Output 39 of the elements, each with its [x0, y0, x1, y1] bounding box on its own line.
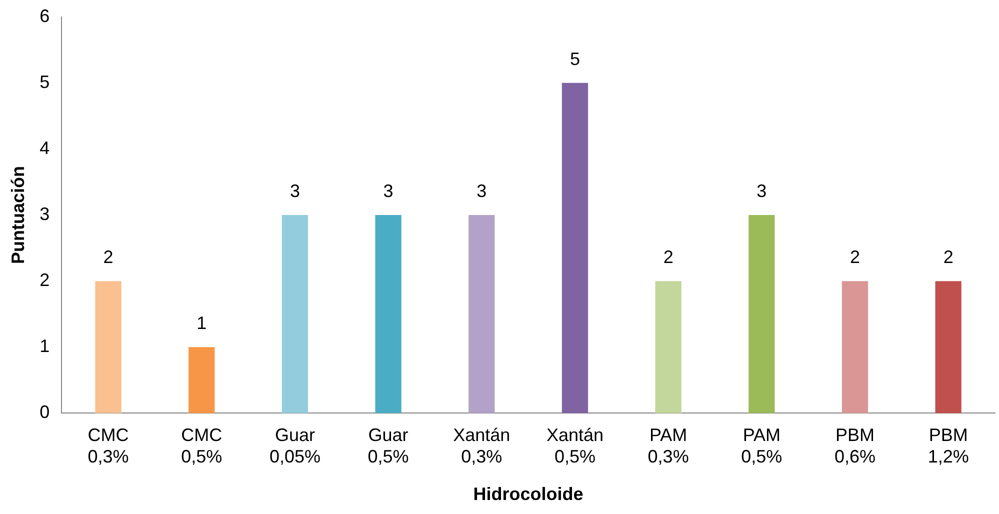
- bar: [95, 281, 122, 414]
- bar: [748, 215, 775, 414]
- data-label: 1: [196, 313, 207, 334]
- y-axis-title: Puntuación: [8, 166, 28, 264]
- x-tick-label: Guar 0,05%: [269, 424, 320, 467]
- x-axis-title: Hidrocoloide: [473, 484, 584, 504]
- data-label: 2: [943, 247, 954, 268]
- y-tick-label: 5: [40, 72, 50, 92]
- y-tick-label: 0: [40, 402, 50, 422]
- x-tick-label: PBM 0,6%: [834, 424, 876, 467]
- x-tick-label: Xantán 0,3%: [453, 424, 510, 467]
- bar: [935, 281, 962, 414]
- data-label: 5: [570, 48, 580, 69]
- data-label: 3: [290, 180, 300, 201]
- data-label: 3: [383, 180, 394, 201]
- bar: [842, 281, 868, 414]
- y-tick-label: 2: [40, 270, 50, 290]
- y-tick-label: 4: [40, 138, 50, 158]
- x-tick-label: PAM 0,5%: [741, 424, 782, 467]
- y-tick-label: 3: [40, 204, 50, 224]
- bar: [375, 215, 402, 414]
- data-label: 2: [103, 247, 114, 268]
- x-tick-label: PAM 0,3%: [648, 424, 689, 467]
- y-tick-label: 1: [40, 336, 50, 356]
- bar: [655, 281, 682, 414]
- x-tick-label: PBM 1,2%: [928, 424, 969, 467]
- x-tick-label: CMC 0,3%: [88, 424, 129, 467]
- bar: [468, 215, 495, 414]
- x-tick-label: Guar 0,5%: [368, 424, 409, 467]
- x-tick-label: Xantán 0,5%: [546, 424, 604, 467]
- bar: [282, 215, 308, 414]
- x-tick-label: CMC 0,5%: [181, 424, 222, 467]
- y-tick-label: 6: [40, 6, 50, 26]
- data-label: 3: [476, 180, 487, 201]
- data-label: 2: [850, 247, 860, 268]
- bar: [562, 82, 588, 414]
- bar: [188, 347, 215, 414]
- data-label: 2: [663, 247, 674, 268]
- data-label: 3: [756, 180, 767, 201]
